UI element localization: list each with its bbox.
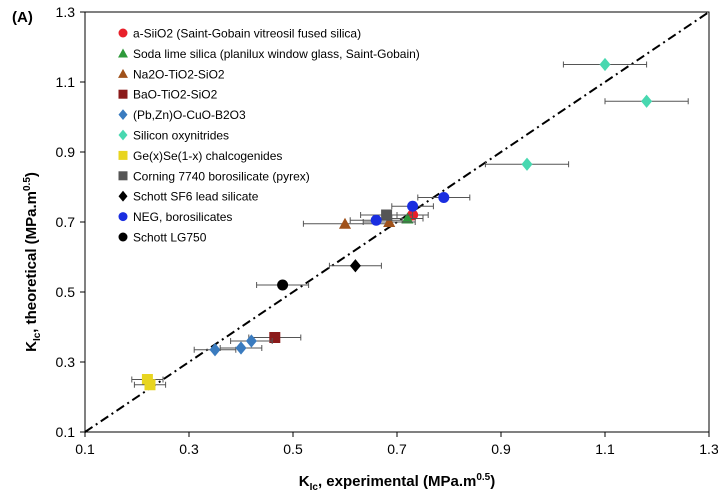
data-point	[245, 334, 257, 348]
data-point	[438, 192, 450, 203]
data-point	[383, 215, 396, 227]
legend-label: Corning 7740 borosilicate (pyrex)	[133, 169, 310, 183]
data-point	[144, 379, 156, 391]
legend-marker	[118, 171, 128, 181]
y-tick-label: 1.3	[56, 4, 76, 20]
x-tick-label: 0.5	[283, 441, 303, 457]
y-tick-label: 0.9	[56, 144, 76, 160]
data-point	[269, 332, 281, 343]
y-tick-label: 1.1	[56, 74, 76, 90]
legend-marker	[118, 150, 128, 160]
y-axis-label: KIc, theoretical (MPa.m0.5)	[22, 172, 43, 352]
legend-label: (Pb,Zn)O-CuO-B2O3	[133, 108, 246, 122]
legend: a-SiiO2 (Saint-Gobain vitreosil fused si…	[118, 27, 420, 245]
data-point	[401, 212, 414, 224]
legend-label: Ge(x)Se(1-x) chalcogenides	[133, 149, 282, 163]
data-point	[599, 57, 611, 72]
data-point	[407, 200, 419, 212]
legend-label: Silicon oxynitrides	[133, 129, 229, 143]
data-point	[381, 209, 393, 221]
x-tick-label: 0.9	[491, 441, 511, 457]
x-tick-label: 0.1	[75, 441, 95, 457]
legend-marker	[118, 28, 128, 38]
data-point	[641, 94, 653, 108]
data-point	[521, 157, 533, 171]
legend-marker	[118, 212, 128, 222]
legend-marker	[118, 109, 128, 120]
data-points	[131, 57, 689, 391]
y-tick-label: 0.3	[56, 354, 76, 370]
x-tick-label: 0.3	[179, 441, 199, 457]
y-tick-label: 0.5	[56, 284, 76, 300]
y-tick-label: 0.1	[56, 424, 76, 440]
x-tick-label: 1.1	[595, 441, 615, 457]
data-point	[277, 279, 289, 291]
data-point	[349, 259, 361, 273]
legend-label: a-SiiO2 (Saint-Gobain vitreosil fused si…	[133, 27, 361, 41]
legend-label: NEG, borosilicates	[133, 210, 232, 224]
data-point	[235, 341, 247, 355]
legend-marker	[118, 232, 128, 242]
legend-marker	[118, 129, 128, 141]
legend-marker	[118, 89, 128, 99]
x-axis-label: KIc, experimental (MPa.m0.5)	[299, 472, 495, 492]
axis-ticks: 0.1 0.3 0.5 0.7 0.9 1.1 1.3 0.1 0.3 0.5 0.7 0.9 1.1 1…	[56, 4, 718, 457]
legend-marker	[118, 68, 128, 78]
legend-label: Schott SF6 lead silicate	[133, 190, 259, 204]
legend-label: BaO-TiO2-SiO2	[133, 88, 218, 102]
legend-marker	[118, 190, 128, 202]
legend-marker	[118, 48, 128, 58]
x-tick-label: 0.7	[387, 441, 407, 457]
data-point	[370, 214, 382, 226]
data-point	[338, 217, 352, 229]
data-point	[209, 343, 221, 357]
x-tick-label: 1.3	[699, 441, 718, 457]
legend-label: Schott LG750	[133, 231, 207, 245]
y-tick-label: 0.7	[56, 214, 76, 230]
panel-label: (A)	[12, 9, 33, 26]
legend-label: Soda lime silica (planilux window glass,…	[133, 47, 420, 61]
legend-label: Na2O-TiO2-SiO2	[133, 67, 225, 81]
